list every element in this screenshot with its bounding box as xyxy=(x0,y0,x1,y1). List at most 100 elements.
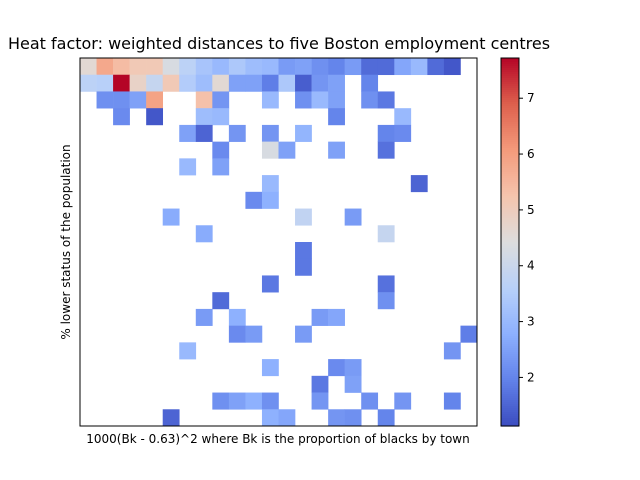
colorbar-strip xyxy=(501,314,519,317)
heatmap-cell xyxy=(195,124,213,142)
colorbar-strip xyxy=(501,354,519,357)
heatmap-cell xyxy=(146,74,164,92)
colorbar-tick-label: 5 xyxy=(527,203,535,217)
heatmap-cell xyxy=(295,91,312,109)
colorbar-strip xyxy=(501,100,519,103)
colorbar-strip xyxy=(501,220,519,223)
colorbar-strip xyxy=(501,254,519,257)
colorbar-strip xyxy=(501,66,519,69)
colorbar-strip xyxy=(501,182,519,185)
heatmap-cell xyxy=(361,392,379,410)
colorbar-strip xyxy=(501,320,519,323)
chart-title: Heat factor: weighted distances to five … xyxy=(8,34,550,53)
colorbar-strip xyxy=(501,330,519,333)
heatmap-cell xyxy=(261,392,279,410)
heatmap-cell xyxy=(162,58,180,76)
colorbar-strip xyxy=(501,258,519,261)
colorbar-strip xyxy=(501,302,519,305)
colorbar-strip xyxy=(501,334,519,337)
colorbar-strip xyxy=(501,58,519,61)
colorbar-strip xyxy=(501,224,519,227)
colorbar-strip xyxy=(501,240,519,243)
colorbar-strip xyxy=(501,210,519,213)
heatmap-cell xyxy=(129,91,147,109)
heatmap-cell xyxy=(377,141,395,159)
colorbar-strip xyxy=(501,256,519,259)
colorbar-strip xyxy=(501,338,519,341)
colorbar-strip xyxy=(501,234,519,237)
colorbar-strip xyxy=(501,274,519,277)
colorbar-gradient xyxy=(501,58,519,427)
heatmap-cell xyxy=(394,108,412,126)
colorbar-strip xyxy=(501,340,519,343)
heatmap-cell xyxy=(311,392,329,410)
heatmap-cell xyxy=(146,58,164,76)
colorbar-strip xyxy=(501,384,519,387)
colorbar-strip xyxy=(501,88,519,91)
colorbar-strip xyxy=(501,204,519,207)
heatmap-cell xyxy=(361,91,379,109)
colorbar-strip xyxy=(501,160,519,163)
heatmap-cell xyxy=(278,409,296,427)
heatmap-cell xyxy=(179,74,197,92)
colorbar-strip xyxy=(501,198,519,201)
heatmap-cell xyxy=(212,392,230,410)
colorbar-strip xyxy=(501,114,519,117)
colorbar-strip xyxy=(501,348,519,351)
heatmap-cell xyxy=(311,308,329,326)
colorbar-strip xyxy=(501,378,519,381)
colorbar-strip xyxy=(501,242,519,245)
colorbar-strip xyxy=(501,128,519,131)
colorbar-strip xyxy=(501,174,519,177)
colorbar-strip xyxy=(501,418,519,421)
heatmap-cell xyxy=(228,74,246,92)
colorbar-strip xyxy=(501,356,519,359)
colorbar-strip xyxy=(501,196,519,199)
colorbar-strip xyxy=(501,112,519,115)
y-axis-label: % lower status of the population xyxy=(59,144,73,339)
colorbar-strip xyxy=(501,76,519,79)
colorbar-strip xyxy=(501,412,519,415)
colorbar-strip xyxy=(501,376,519,379)
colorbar-strip xyxy=(501,156,519,159)
colorbar-strip xyxy=(501,136,519,139)
colorbar-strip xyxy=(501,68,519,71)
colorbar-strip xyxy=(501,332,519,335)
colorbar-strip xyxy=(501,154,519,157)
colorbar-strip xyxy=(501,360,519,363)
colorbar-strip xyxy=(501,132,519,135)
heatmap-cell xyxy=(245,74,263,92)
colorbar-strip xyxy=(501,322,519,325)
heatmap-cell xyxy=(394,392,412,410)
heatmap-cell xyxy=(344,208,362,226)
colorbar-strip xyxy=(501,292,519,295)
colorbar-strip xyxy=(501,226,519,229)
colorbar-strip xyxy=(501,82,519,85)
colorbar-strip xyxy=(501,134,519,137)
colorbar-strip xyxy=(501,264,519,267)
colorbar-strip xyxy=(501,328,519,331)
heatmap-cell xyxy=(443,58,461,76)
colorbar-strip xyxy=(501,152,519,155)
heatmap-cell xyxy=(146,91,164,109)
colorbar-strip xyxy=(501,266,519,269)
colorbar-strip xyxy=(501,118,519,121)
colorbar-strip xyxy=(501,268,519,271)
heatmap-cell xyxy=(261,191,279,209)
heatmap-cell xyxy=(295,74,312,92)
colorbar-strip xyxy=(501,110,519,113)
heatmap-cell xyxy=(377,225,395,243)
colorbar-strip xyxy=(501,358,519,361)
colorbar-strip xyxy=(501,138,519,141)
colorbar-strip xyxy=(501,278,519,281)
colorbar-strip xyxy=(501,244,519,247)
heatmap-cell xyxy=(311,375,329,393)
colorbar-strip xyxy=(501,214,519,217)
colorbar-strip xyxy=(501,142,519,145)
colorbar-strip xyxy=(501,92,519,95)
colorbar-strip xyxy=(501,386,519,389)
colorbar-strip xyxy=(501,194,519,197)
heatmap-cell xyxy=(328,141,345,159)
colorbar-strip xyxy=(501,380,519,383)
colorbar-strip xyxy=(501,308,519,311)
